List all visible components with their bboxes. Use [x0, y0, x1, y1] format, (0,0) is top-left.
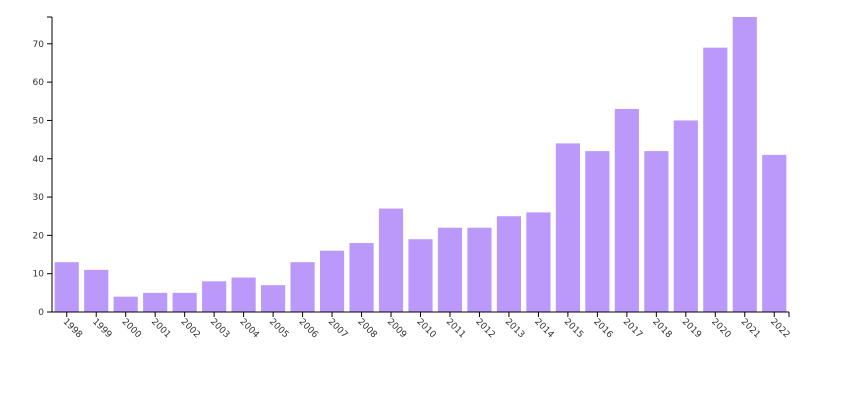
y-tick-label: 60 — [33, 78, 45, 88]
x-tick-label-2000: 2000 — [120, 317, 143, 340]
bar-2014 — [526, 212, 551, 312]
bar-2013 — [496, 216, 522, 312]
y-tick-label: 70 — [33, 40, 45, 50]
x-tick-label-2010: 2010 — [414, 317, 437, 340]
x-tick-label-2016: 2016 — [591, 317, 614, 340]
x-tick-label-2006: 2006 — [296, 317, 319, 340]
x-tick-label-2014: 2014 — [532, 317, 555, 340]
y-axis: 0 10 20 30 40 50 60 70 — [33, 16, 53, 318]
x-tick-label-2015: 2015 — [562, 317, 585, 340]
x-tick-label-2012: 2012 — [473, 317, 496, 340]
x-tick-label-2007: 2007 — [326, 317, 349, 340]
bar-1999 — [84, 269, 109, 312]
x-tick-label-1998: 1998 — [61, 317, 84, 340]
x-tick-label-2004: 2004 — [237, 317, 260, 340]
bar-2012 — [467, 227, 492, 312]
bar-2008 — [349, 243, 374, 312]
x-tick-label-2009: 2009 — [385, 317, 408, 340]
bar-2017 — [614, 108, 639, 312]
bar-2020 — [703, 47, 728, 313]
y-tick-label: 20 — [33, 231, 45, 241]
bar-2010 — [408, 239, 433, 312]
bar-2009 — [378, 208, 404, 312]
x-tick-label-2021: 2021 — [739, 317, 762, 340]
x-tick-label-2001: 2001 — [149, 317, 172, 340]
x-tick-label-2005: 2005 — [267, 317, 290, 340]
bar-2002 — [172, 292, 197, 312]
x-tick-label-2008: 2008 — [355, 317, 378, 340]
bar-2021 — [732, 17, 757, 312]
x-tick-label-2018: 2018 — [650, 317, 673, 340]
y-tick-label: 10 — [33, 270, 45, 280]
x-tick-label-2017: 2017 — [621, 317, 644, 340]
bar-2004 — [231, 277, 256, 312]
bar-2007 — [319, 250, 345, 312]
bar-2018 — [644, 151, 669, 312]
x-tick-label-2003: 2003 — [208, 317, 231, 340]
x-tick-label-2002: 2002 — [179, 317, 202, 340]
x-tick-label-2019: 2019 — [680, 317, 703, 340]
bar-2003 — [202, 281, 227, 312]
y-tick-label: 30 — [33, 193, 45, 203]
x-tick-label-2013: 2013 — [503, 317, 526, 340]
bars-group — [54, 17, 787, 313]
bar-2011 — [437, 227, 463, 312]
y-tick-label: 40 — [33, 155, 45, 165]
bar-2022 — [762, 154, 787, 312]
x-tick-label-2011: 2011 — [444, 317, 467, 340]
bar-2016 — [585, 151, 610, 312]
x-tick-label-2022: 2022 — [768, 317, 791, 340]
y-tick-label: 0 — [38, 308, 44, 318]
x-tick-label-2020: 2020 — [709, 317, 732, 340]
y-tick-label: 50 — [33, 116, 45, 126]
bar-2000 — [113, 296, 138, 312]
bar-2015 — [555, 143, 580, 312]
bar-2001 — [143, 292, 168, 312]
bar-2019 — [673, 120, 698, 312]
x-axis: 1998 1999 2000 2001 2002 2003 2004 2005 2006 2007… — [52, 311, 791, 341]
bar-1998 — [54, 262, 79, 312]
bar-2006 — [290, 262, 315, 312]
bar-2005 — [261, 285, 286, 312]
x-tick-label-1999: 1999 — [90, 317, 113, 340]
